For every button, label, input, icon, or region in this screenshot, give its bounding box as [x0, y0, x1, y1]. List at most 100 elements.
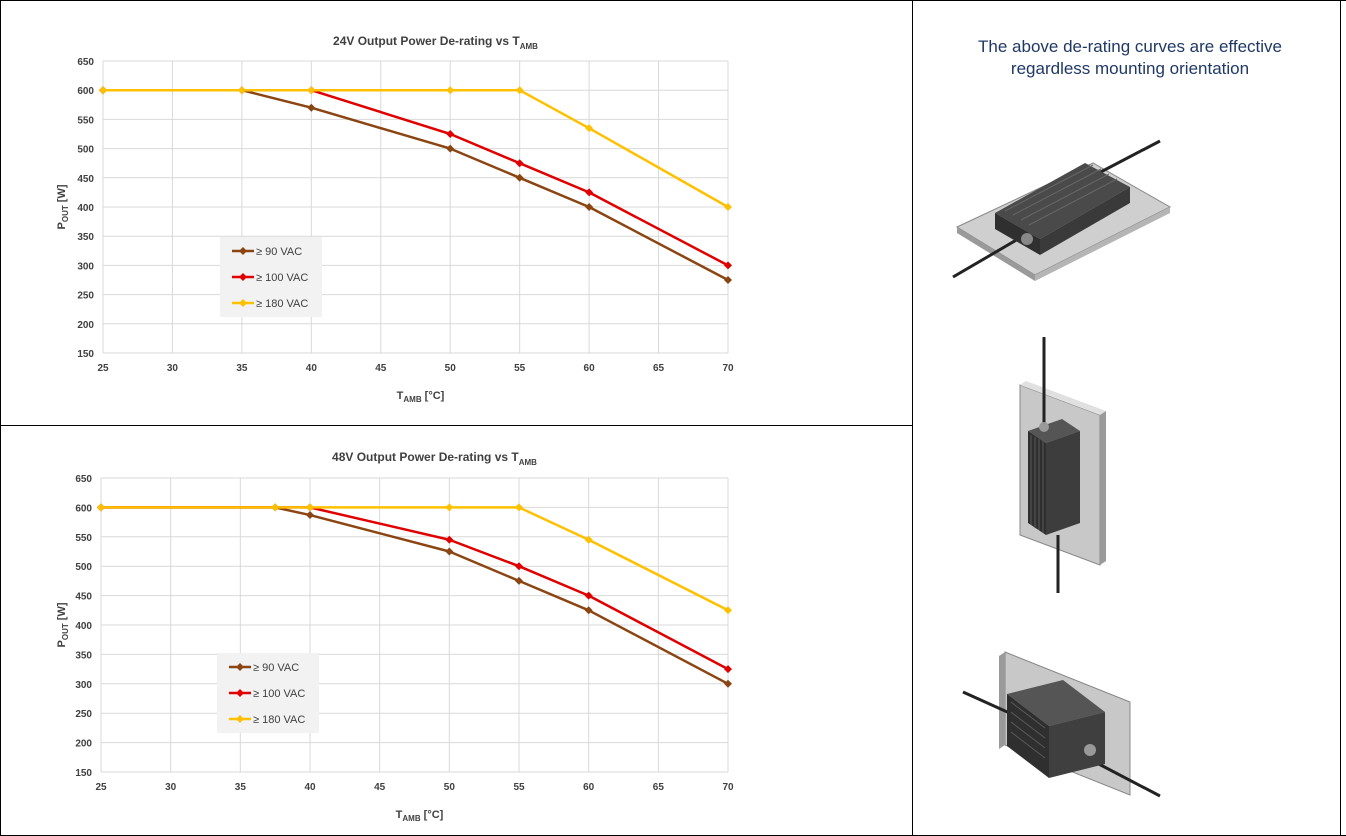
- data-point: [724, 665, 732, 674]
- data-point: [446, 144, 455, 153]
- x-tick-label: 45: [375, 363, 387, 374]
- legend-swatch-marker: [239, 247, 247, 255]
- legend-swatch-marker: [236, 715, 244, 723]
- series-2: [99, 86, 732, 211]
- data-point: [445, 535, 454, 544]
- x-tick-label: 35: [235, 782, 247, 793]
- series-line: [101, 506, 729, 671]
- y-tick-labels: 150 200 250 300 350 400 450 500 550 600 650: [77, 57, 94, 360]
- x-tick-label: 50: [445, 363, 457, 374]
- y-tick-label: 350: [77, 232, 94, 243]
- chart-title: 48V Output Power De-rating vs TAMB: [332, 450, 537, 467]
- legend: ≥ 90 VAC ≥ 100 VAC ≥ 180 VAC: [217, 653, 319, 733]
- y-tick-label: 300: [77, 261, 94, 272]
- data-point: [724, 261, 732, 270]
- data-point: [515, 159, 524, 168]
- series-line: [103, 88, 729, 282]
- data-point: [584, 535, 593, 544]
- x-tick-label: 55: [514, 363, 526, 374]
- border-left: [0, 0, 1, 836]
- data-point: [724, 679, 732, 688]
- data-point: [724, 203, 732, 211]
- chart-panel-24v: 150 200 250 300 350 400 450 500 550 600 650 25 30 35 4…: [1, 1, 912, 425]
- wall-mount-illustration: [962, 651, 1161, 798]
- y-tick-label: 250: [77, 291, 94, 302]
- data-point: [584, 591, 593, 600]
- data-point: [97, 503, 105, 512]
- series-0: [99, 86, 732, 284]
- y-tick-label: 600: [77, 86, 94, 97]
- orientation-note-line2: regardless mounting orientation: [1010, 59, 1250, 78]
- legend-label: ≥ 180 VAC: [256, 298, 308, 310]
- y-tick-label: 600: [75, 503, 92, 514]
- series-1: [97, 503, 732, 674]
- data-point: [271, 503, 280, 512]
- y-tick-label: 350: [75, 650, 92, 661]
- x-tick-label: 25: [97, 363, 109, 374]
- y-tick-label: 500: [75, 562, 92, 573]
- legend: ≥ 90 VAC ≥ 100 VAC ≥ 180 VAC: [220, 237, 322, 317]
- x-tick-label: 35: [236, 363, 248, 374]
- series-2: [97, 503, 732, 615]
- y-tick-label: 150: [75, 768, 92, 779]
- y-tick-label: 650: [75, 474, 92, 485]
- legend-label: ≥ 90 VAC: [253, 662, 299, 674]
- x-tick-label: 30: [165, 782, 177, 793]
- data-point: [724, 276, 732, 284]
- y-tick-label: 450: [75, 592, 92, 603]
- x-axis-label: TAMB [°C]: [397, 390, 445, 404]
- x-tick-label: 55: [513, 782, 525, 793]
- y-tick-label: 550: [75, 533, 92, 544]
- x-tick-label: 50: [444, 782, 456, 793]
- y-tick-labels: 150 200 250 300 350 400 450 500 550 600 650: [75, 474, 92, 779]
- data-point: [515, 503, 523, 512]
- x-tick-labels: 25 30 35 40 45 50 55 60 65 70: [95, 782, 734, 793]
- gridlines: [100, 477, 729, 773]
- data-point: [446, 86, 455, 95]
- data-point: [724, 606, 732, 615]
- x-axis-label: TAMB [°C]: [396, 809, 444, 823]
- legend-swatch-marker: [239, 299, 247, 307]
- x-tick-label: 70: [722, 782, 734, 793]
- orientation-note-line1: The above de-rating curves are effective: [978, 37, 1282, 56]
- y-axis-label: POUT [W]: [56, 602, 70, 647]
- orientation-note: The above de-rating curves are effective…: [920, 36, 1340, 80]
- x-tick-labels: 25 30 35 40 45 50 55 60 65 70: [97, 363, 734, 374]
- y-tick-label: 150: [77, 349, 94, 360]
- x-tick-label: 60: [584, 363, 596, 374]
- data-point: [515, 562, 523, 571]
- legend-swatch-marker: [236, 663, 244, 671]
- data-point: [515, 173, 524, 182]
- y-tick-label: 250: [75, 709, 92, 720]
- horizontal-mount-illustration: [952, 139, 1172, 281]
- x-tick-label: 70: [722, 363, 734, 374]
- legend-swatch-marker: [239, 273, 247, 281]
- gridlines: [102, 60, 729, 354]
- x-tick-label: 40: [306, 363, 318, 374]
- y-tick-label: 300: [75, 680, 92, 691]
- data-point: [445, 503, 454, 512]
- chart-24v: 150 200 250 300 350 400 450 500 550 600 650 25 30 35 4…: [56, 34, 734, 404]
- x-tick-label: 65: [653, 782, 665, 793]
- legend-swatch-marker: [236, 689, 244, 697]
- data-point: [585, 188, 594, 197]
- x-tick-label: 65: [653, 363, 665, 374]
- data-point: [306, 511, 314, 520]
- y-tick-label: 400: [75, 621, 92, 632]
- y-tick-label: 650: [77, 57, 94, 68]
- y-tick-label: 400: [77, 203, 94, 214]
- x-tick-label: 30: [167, 363, 179, 374]
- x-tick-label: 40: [304, 782, 316, 793]
- y-tick-label: 550: [77, 115, 94, 126]
- data-point: [306, 503, 314, 512]
- data-point: [237, 86, 246, 95]
- legend-label: ≥ 100 VAC: [253, 688, 305, 700]
- y-tick-label: 200: [75, 739, 92, 750]
- border-row-divider: [0, 425, 913, 426]
- data-point: [515, 86, 524, 95]
- data-point: [515, 576, 523, 585]
- chart-48v: 150 200 250 300 350 400 450 500 550 600 650 25 30 35 4…: [56, 450, 734, 823]
- y-tick-label: 500: [77, 145, 94, 156]
- border-top: [0, 0, 1346, 1]
